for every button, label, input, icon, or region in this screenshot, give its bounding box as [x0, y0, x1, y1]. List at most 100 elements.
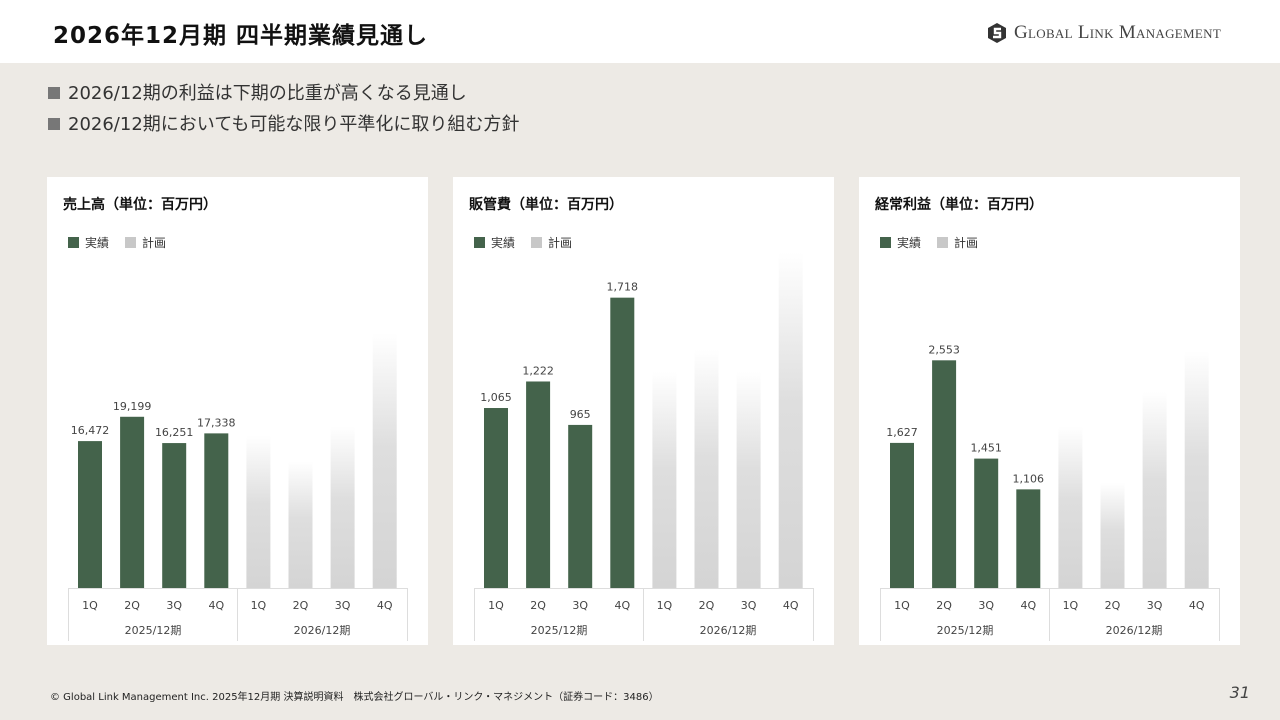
x-tick-label: 3Q	[335, 599, 351, 612]
x-tick-label: 4Q	[1020, 599, 1036, 612]
data-label: 1,106	[1013, 472, 1045, 485]
legend-plan-label: 計画	[142, 236, 167, 250]
bar-plan	[1184, 350, 1209, 588]
data-label: 17,338	[197, 416, 236, 429]
x-group-label: 2026/12期	[294, 624, 351, 637]
legend-plan-swatch	[125, 237, 137, 248]
x-group-label: 2025/12期	[531, 624, 588, 637]
bar-actual	[610, 297, 635, 588]
bar-plan	[1142, 391, 1167, 588]
bar-plan	[652, 371, 677, 588]
company-logo: Global Link Management	[986, 22, 1221, 44]
bullet-list: 2026/12期の利益は下期の比重が高くなる見通し 2026/12期においても可…	[48, 78, 519, 140]
data-label: 19,199	[113, 400, 152, 413]
chart-title: 経常利益（単位：百万円）	[875, 197, 1043, 213]
chart-title: 売上高（単位：百万円）	[63, 197, 217, 213]
legend: 実績 計画	[880, 234, 978, 251]
x-tick-label: 1Q	[488, 599, 504, 612]
x-tick-label: 2Q	[936, 599, 952, 612]
bar-plan	[778, 251, 803, 588]
header: 2026年12月期 四半期業績見通し Global Link Managemen…	[0, 0, 1280, 63]
x-tick-label: 3Q	[572, 599, 588, 612]
bar-actual	[568, 424, 593, 588]
bar-plan	[288, 461, 313, 588]
data-label: 16,472	[71, 424, 110, 437]
x-tick-label: 3Q	[978, 599, 994, 612]
x-tick-label: 4Q	[1189, 599, 1205, 612]
legend-actual-swatch	[68, 237, 79, 248]
x-tick-label: 1Q	[82, 599, 98, 612]
bullet-text: 2026/12期の利益は下期の比重が高くなる見通し	[68, 83, 467, 104]
x-group-label: 2025/12期	[125, 624, 182, 637]
bar-actual	[78, 441, 102, 588]
x-tick-label: 4Q	[208, 599, 224, 612]
bullet-text: 2026/12期においても可能な限り平準化に取り組む方針	[68, 114, 520, 135]
chart-title: 販管費（単位：百万円）	[469, 197, 623, 213]
x-tick-label: 2Q	[699, 599, 715, 612]
bar-actual	[162, 443, 187, 588]
bullet-item: 2026/12期の利益は下期の比重が高くなる見通し	[48, 78, 519, 109]
chart-panel-sales: 売上高（単位：百万円） 実績 計画 16,472 1Q 19,199 2Q 16,251 3…	[47, 177, 428, 645]
bar-actual	[120, 416, 145, 588]
legend: 実績 計画	[474, 234, 572, 251]
legend-actual-label: 実績	[85, 236, 110, 250]
legend-plan-swatch	[937, 237, 949, 248]
chart-svg: 1,627 1Q 2,553 2Q 1,451 3Q 1,106 4Q 1Q 2Q 3Q 4Q 2025…	[880, 343, 1220, 641]
bar-plan	[694, 349, 719, 588]
legend-actual-label: 実績	[491, 236, 516, 250]
data-label: 1,718	[607, 281, 639, 294]
x-tick-label: 1Q	[657, 599, 673, 612]
x-tick-label: 1Q	[894, 599, 910, 612]
bar-plan	[330, 426, 355, 588]
bar-plan	[1100, 482, 1125, 588]
x-tick-label: 4Q	[614, 599, 630, 612]
bar-actual	[204, 433, 229, 588]
data-label: 1,222	[522, 364, 554, 377]
x-tick-label: 2Q	[293, 599, 309, 612]
x-tick-label: 1Q	[1063, 599, 1079, 612]
data-label: 1,627	[886, 426, 918, 439]
x-tick-label: 4Q	[783, 599, 799, 612]
legend-actual-label: 実績	[897, 236, 922, 250]
footer-copyright: © Global Link Management Inc. 2025年12月期 …	[50, 692, 659, 703]
chart-svg: 1,065 1Q 1,222 2Q 965 3Q 1,718 4Q 1Q 2Q 3Q 4Q 2025/1…	[474, 251, 814, 641]
logo-text: Global Link Management	[1014, 22, 1222, 43]
logo-icon	[988, 23, 1006, 43]
x-tick-label: 3Q	[741, 599, 757, 612]
legend-plan-label: 計画	[954, 236, 979, 250]
legend-actual-swatch	[474, 237, 485, 248]
bar-plan	[246, 435, 271, 588]
data-label: 965	[570, 408, 591, 421]
square-bullet-icon	[48, 87, 60, 99]
x-tick-label: 1Q	[251, 599, 267, 612]
legend-actual-swatch	[880, 237, 891, 248]
chart-svg: 16,472 1Q 19,199 2Q 16,251 3Q 17,338 4Q 1Q 2Q 3Q 4Q…	[68, 332, 408, 641]
bullet-item: 2026/12期においても可能な限り平準化に取り組む方針	[48, 109, 519, 140]
page-number: 31	[1229, 683, 1250, 702]
x-tick-label: 3Q	[1147, 599, 1163, 612]
bar-plan	[1058, 426, 1083, 588]
legend-plan-swatch	[531, 237, 543, 248]
x-group-label: 2026/12期	[1106, 624, 1163, 637]
x-group-label: 2025/12期	[937, 624, 994, 637]
page-title: 2026年12月期 四半期業績見通し	[53, 23, 429, 49]
bar-plan	[736, 371, 761, 588]
x-tick-label: 2Q	[124, 599, 140, 612]
x-group-label: 2026/12期	[700, 624, 757, 637]
bar-actual	[526, 381, 551, 588]
legend: 実績 計画	[68, 234, 166, 251]
bar-actual	[484, 408, 508, 588]
x-tick-label: 2Q	[1105, 599, 1121, 612]
x-tick-label: 3Q	[166, 599, 182, 612]
bar-actual	[890, 442, 914, 588]
chart-panel-ordinary-profit: 経常利益（単位：百万円） 実績 計画 1,627 1Q 2,553 2Q 1,451 3Q 1…	[859, 177, 1240, 645]
bar-actual	[1016, 489, 1041, 588]
square-bullet-icon	[48, 118, 60, 130]
x-tick-label: 2Q	[530, 599, 546, 612]
data-label: 2,553	[928, 343, 960, 356]
bar-plan	[372, 332, 397, 588]
data-label: 16,251	[155, 426, 194, 439]
chart-panel-sga: 販管費（単位：百万円） 実績 計画 1,065 1Q 1,222 2Q 965 3Q 1,71…	[453, 177, 834, 645]
bar-actual	[932, 360, 957, 588]
x-tick-label: 4Q	[377, 599, 393, 612]
